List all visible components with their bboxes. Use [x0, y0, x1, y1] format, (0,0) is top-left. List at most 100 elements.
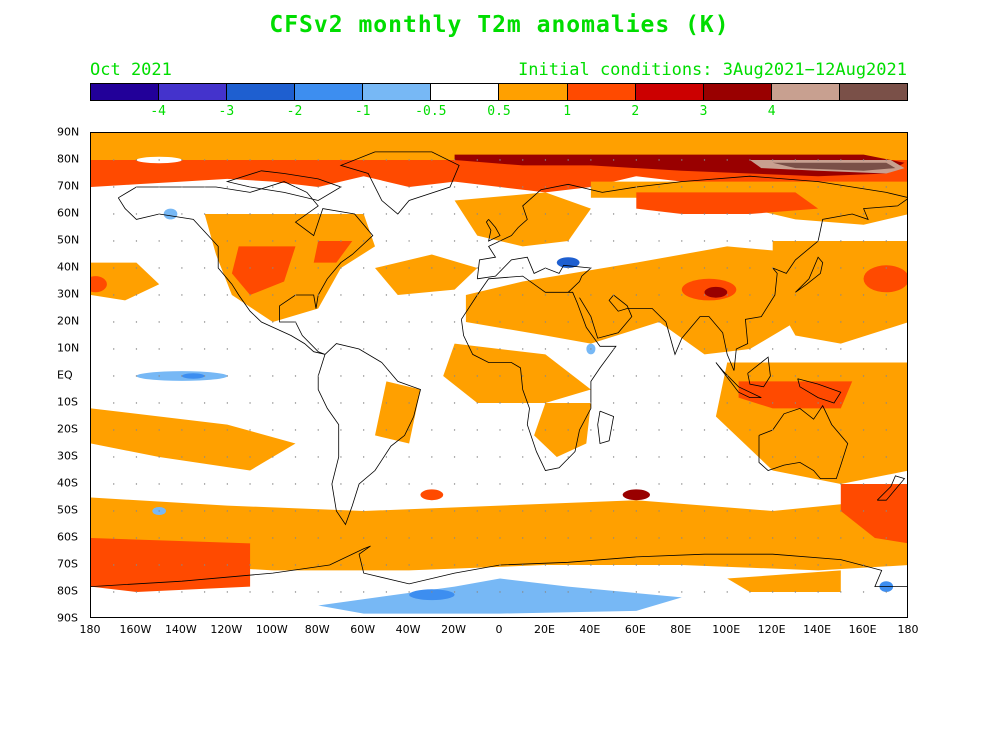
- grid-dot: [453, 429, 456, 431]
- grid-dot: [158, 294, 160, 296]
- grid-dot: [249, 159, 251, 161]
- grid-dot: [499, 321, 501, 323]
- lon-tick-label: 0: [495, 623, 503, 636]
- grid-dot: [431, 267, 433, 269]
- lon-tick-label: 80W: [304, 623, 330, 636]
- grid-dot: [431, 321, 433, 323]
- coastline-africa: [461, 275, 617, 471]
- grid-dot: [544, 267, 547, 269]
- grid-dot: [567, 402, 569, 404]
- grid-dot: [249, 240, 251, 242]
- grid-dot: [726, 186, 728, 188]
- grid-dot: [635, 402, 638, 404]
- grid-dot: [226, 375, 229, 377]
- grid-dot: [544, 483, 547, 485]
- grid-dot: [862, 186, 865, 188]
- grid-dot: [181, 267, 183, 269]
- grid-dot: [408, 267, 410, 269]
- grid-dot: [726, 348, 728, 350]
- grid-dot: [794, 321, 797, 323]
- map-panel: [90, 132, 908, 618]
- grid-dot: [703, 510, 706, 512]
- grid-dot: [431, 564, 433, 566]
- grid-dot: [408, 348, 410, 350]
- grid-dot: [817, 510, 819, 512]
- grid-dot: [385, 213, 388, 215]
- grid-dot: [362, 456, 365, 458]
- grid-dot: [862, 456, 865, 458]
- grid-dot: [113, 321, 115, 323]
- grid-dot: [158, 564, 160, 566]
- grid-dot: [272, 510, 274, 512]
- grid-dot: [340, 348, 342, 350]
- warm-anomaly-east-antarctica: [727, 570, 841, 592]
- grid-dot: [203, 348, 206, 350]
- grid-dot: [385, 564, 388, 566]
- grid-dot: [703, 159, 706, 161]
- grid-dot: [771, 267, 774, 269]
- grid-dot: [499, 348, 501, 350]
- grid-dot: [340, 456, 342, 458]
- grid-dot: [840, 240, 842, 242]
- grid-dot: [681, 564, 683, 566]
- grid-dots: [113, 159, 887, 593]
- grid-dot: [272, 537, 274, 539]
- grid-dot: [544, 294, 547, 296]
- grid-dot: [635, 456, 638, 458]
- lon-tick-label: 160W: [119, 623, 152, 636]
- grid-dot: [499, 186, 501, 188]
- grid-dot: [135, 591, 138, 593]
- grid-dot: [590, 375, 592, 377]
- grid-dot: [476, 267, 478, 269]
- grid-dot: [135, 294, 138, 296]
- grid-dot: [567, 294, 569, 296]
- coastline-south-america: [317, 343, 421, 526]
- grid-dot: [226, 429, 229, 431]
- grid-dot: [635, 159, 638, 161]
- grid-dot: [226, 348, 229, 350]
- grid-dot: [794, 267, 797, 269]
- grid-dot: [340, 186, 342, 188]
- grid-dot: [885, 348, 887, 350]
- lon-tick-label: 60E: [624, 623, 646, 636]
- grid-dot: [476, 510, 478, 512]
- grid-dot: [771, 510, 774, 512]
- grid-dot: [658, 294, 660, 296]
- warm-anomaly-southern-ocean: [91, 497, 907, 571]
- lat-tick-label: 80S: [57, 584, 78, 598]
- grid-dot: [249, 510, 251, 512]
- grid-dot: [113, 402, 115, 404]
- grid-dot: [726, 267, 728, 269]
- grid-dot: [567, 240, 569, 242]
- grid-dot: [794, 564, 797, 566]
- grid-dot: [476, 240, 478, 242]
- grid-dot: [726, 429, 728, 431]
- grid-dot: [385, 402, 388, 404]
- grid-dot: [453, 402, 456, 404]
- grid-dot: [317, 321, 319, 323]
- grid-dot: [862, 537, 865, 539]
- grid-dot: [158, 267, 160, 269]
- grid-dot: [317, 186, 319, 188]
- grid-dot: [567, 429, 569, 431]
- grid-dot: [385, 591, 388, 593]
- grid-dot: [453, 375, 456, 377]
- grid-dot: [681, 429, 683, 431]
- grid-dot: [203, 159, 206, 161]
- grid-dot: [340, 159, 342, 161]
- grid-dot: [840, 537, 842, 539]
- grid-dot: [771, 159, 774, 161]
- grid-dot: [749, 429, 751, 431]
- grid-dot: [817, 267, 819, 269]
- grid-dot: [794, 213, 797, 215]
- grid-dot: [158, 456, 160, 458]
- grid-dot: [385, 429, 388, 431]
- colorbar-segment: [567, 84, 636, 100]
- coastline-borneo: [747, 356, 771, 388]
- grid-dot: [249, 564, 251, 566]
- grid-dot: [703, 456, 706, 458]
- grid-dot: [590, 483, 592, 485]
- grid-dot: [431, 348, 433, 350]
- grid-dot: [158, 348, 160, 350]
- grid-dot: [794, 537, 797, 539]
